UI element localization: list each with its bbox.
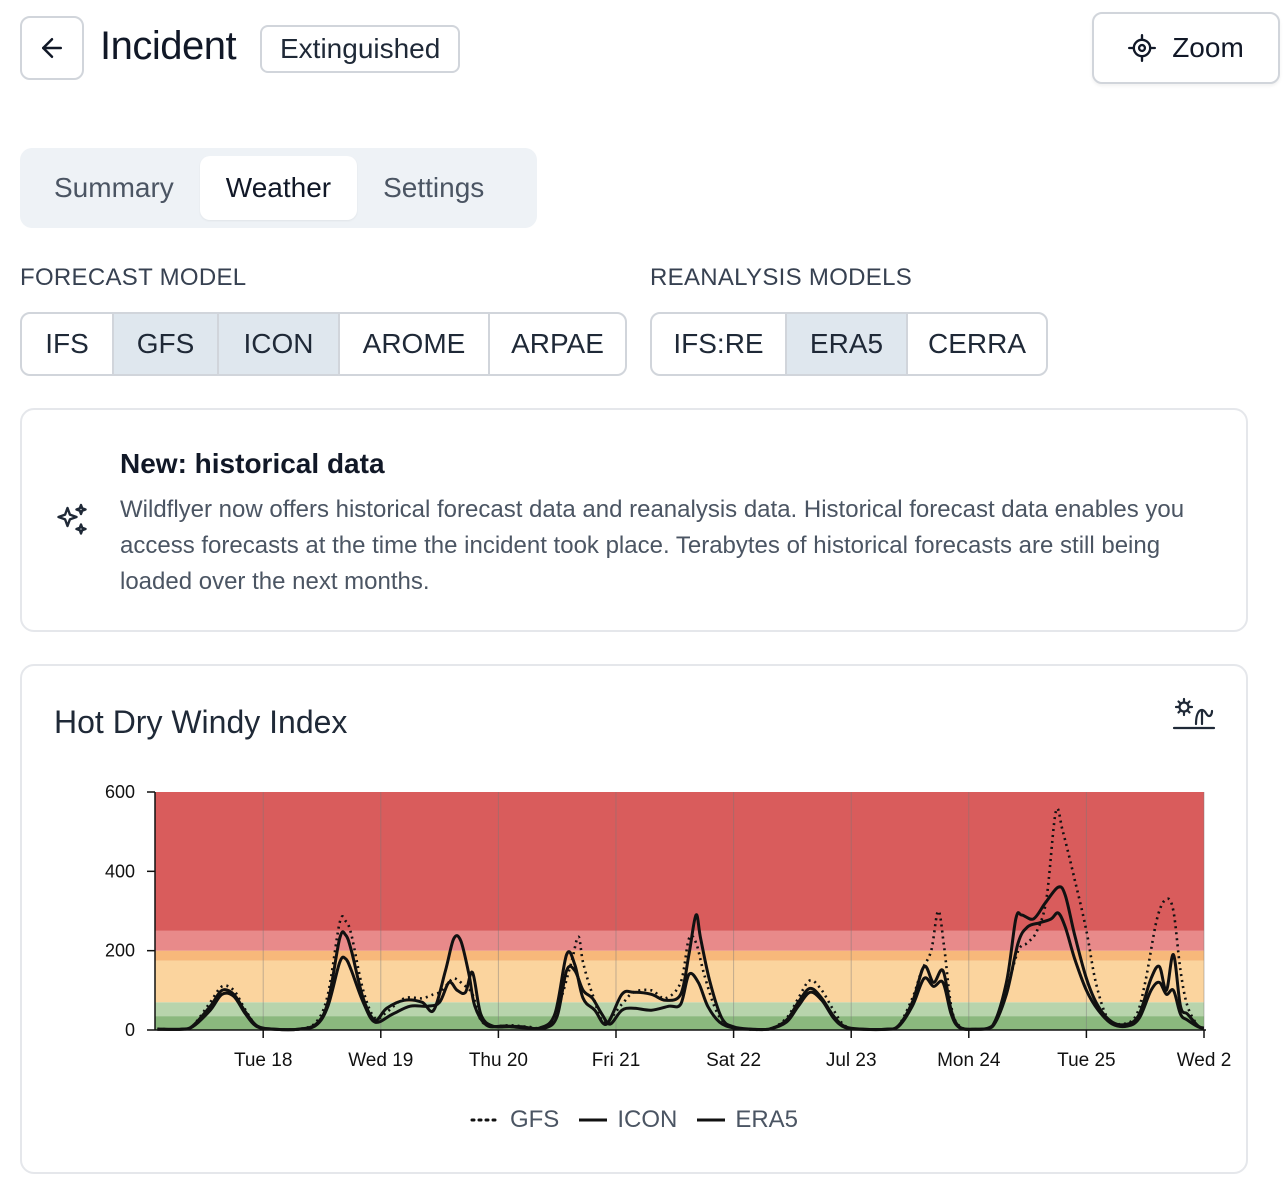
x-tick-label: Wed 2 bbox=[1177, 1050, 1232, 1071]
series-line-icon bbox=[157, 885, 1204, 1032]
risk-band bbox=[155, 1016, 1204, 1030]
reanalysis-models-label: REANALYSIS MODELS bbox=[650, 264, 913, 291]
y-tick-label: 600 bbox=[105, 782, 135, 802]
forecast-option-arpae[interactable]: ARPAE bbox=[511, 328, 604, 359]
reanalysis-option-era5[interactable]: ERA5 bbox=[787, 314, 908, 374]
x-tick-label: Tue 25 bbox=[1057, 1050, 1115, 1071]
notice-body: Wildflyer now offers historical forecast… bbox=[120, 496, 1185, 595]
chart-settings-icon[interactable] bbox=[1172, 696, 1216, 736]
x-tick-label: Wed 19 bbox=[348, 1050, 413, 1071]
forecast-option-gfs[interactable]: GFS bbox=[114, 314, 219, 374]
reanalysis-option-ifs-re[interactable]: IFS:RE bbox=[652, 314, 787, 374]
x-tick-label: Fri 21 bbox=[592, 1050, 641, 1071]
reanalysis-option-cerra[interactable]: CERRA bbox=[927, 328, 1026, 359]
page-header: Incident Extinguished Zoom bbox=[20, 12, 1280, 84]
page-title: Incident bbox=[100, 24, 237, 68]
forecast-option-icon[interactable]: ICON bbox=[219, 314, 340, 374]
forecast-option-arome[interactable]: AROME bbox=[340, 314, 490, 374]
x-tick-label: Sat 22 bbox=[706, 1050, 761, 1071]
hdwi-chart-card: Hot Dry Windy Index 0 200 400 600 Tue 18 Wed … bbox=[20, 664, 1248, 1174]
legend-item-icon: ICON bbox=[577, 1106, 677, 1134]
legend-swatch-dotted bbox=[470, 1118, 502, 1122]
historical-data-notice: New: historical data Wildflyer now offer… bbox=[20, 408, 1248, 632]
forecast-option-ifs[interactable]: IFS bbox=[22, 314, 114, 374]
forecast-model-label: FORECAST MODEL bbox=[20, 264, 247, 291]
legend-item-era5: ERA5 bbox=[695, 1106, 798, 1134]
status-badge: Extinguished bbox=[260, 25, 461, 73]
notice-title: New: historical data bbox=[120, 448, 385, 479]
forecast-model-selector: IFS GFS ICON AROME ARPAE bbox=[20, 312, 627, 376]
back-button[interactable] bbox=[20, 16, 84, 80]
legend-label-era5: ERA5 bbox=[735, 1106, 799, 1133]
legend-item-gfs: GFS bbox=[470, 1106, 559, 1134]
sparkles-icon bbox=[57, 503, 87, 535]
x-tick-label: Tue 18 bbox=[234, 1050, 292, 1071]
tab-settings[interactable]: Settings bbox=[383, 172, 485, 203]
hdwi-chart: 0 200 400 600 Tue 18 Wed 19 Thu 20 Fri 21 Sat 22… bbox=[105, 782, 1232, 1071]
x-tick-label: Thu 20 bbox=[469, 1050, 528, 1071]
reanalysis-model-selector: IFS:RE ERA5 CERRA bbox=[650, 312, 1048, 376]
series-line-era5 bbox=[157, 911, 1204, 1032]
tab-weather[interactable]: Weather bbox=[199, 156, 358, 220]
zoom-button[interactable]: Zoom bbox=[1092, 12, 1280, 84]
legend-swatch-solid bbox=[697, 1118, 726, 1122]
tab-bar: Summary Weather Settings bbox=[20, 148, 537, 228]
risk-band bbox=[155, 930, 1204, 951]
arrow-left-icon bbox=[42, 38, 62, 58]
zoom-label: Zoom bbox=[1172, 32, 1244, 63]
chart-title: Hot Dry Windy Index bbox=[54, 704, 348, 740]
risk-band bbox=[155, 792, 1204, 931]
y-tick-label: 0 bbox=[125, 1020, 135, 1040]
legend-label-gfs: GFS bbox=[509, 1106, 560, 1133]
y-tick-label: 200 bbox=[105, 941, 135, 961]
tab-summary[interactable]: Summary bbox=[54, 172, 174, 203]
risk-band bbox=[155, 950, 1204, 961]
legend-swatch-solid bbox=[579, 1118, 608, 1122]
chart-legend: GFS ICON ERA5 bbox=[22, 1106, 1246, 1134]
y-tick-label: 400 bbox=[105, 861, 135, 881]
legend-label-icon: ICON bbox=[617, 1106, 678, 1133]
x-tick-label: Jul 23 bbox=[826, 1050, 877, 1071]
x-tick-label: Mon 24 bbox=[937, 1050, 1001, 1071]
crosshair-icon bbox=[1128, 34, 1157, 62]
